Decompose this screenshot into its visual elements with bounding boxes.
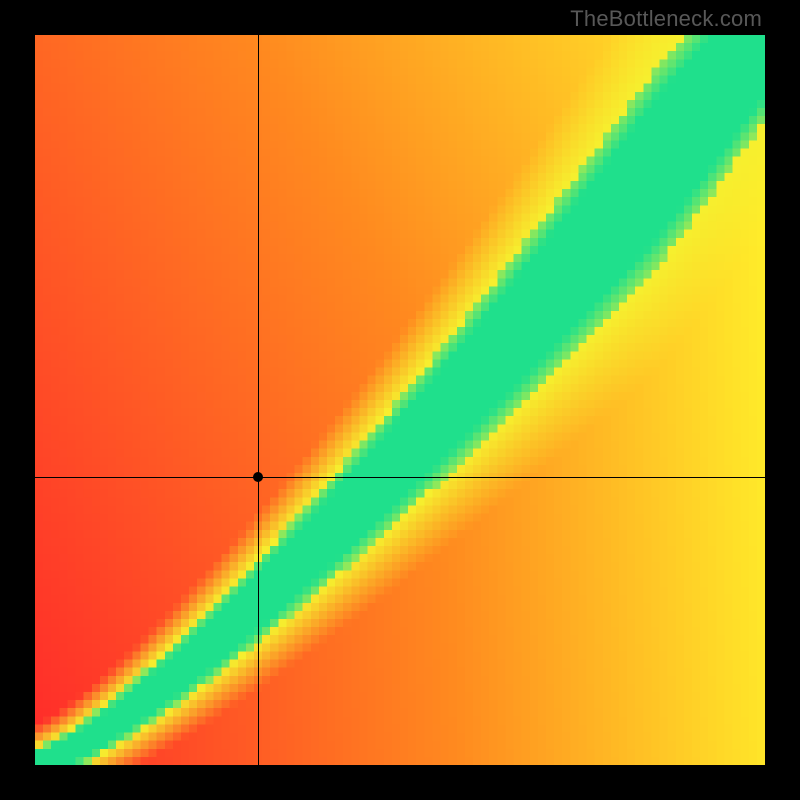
chart-container: TheBottleneck.com xyxy=(0,0,800,800)
plot-frame xyxy=(35,35,765,765)
watermark-text: TheBottleneck.com xyxy=(570,6,762,32)
bottleneck-heatmap xyxy=(35,35,765,765)
